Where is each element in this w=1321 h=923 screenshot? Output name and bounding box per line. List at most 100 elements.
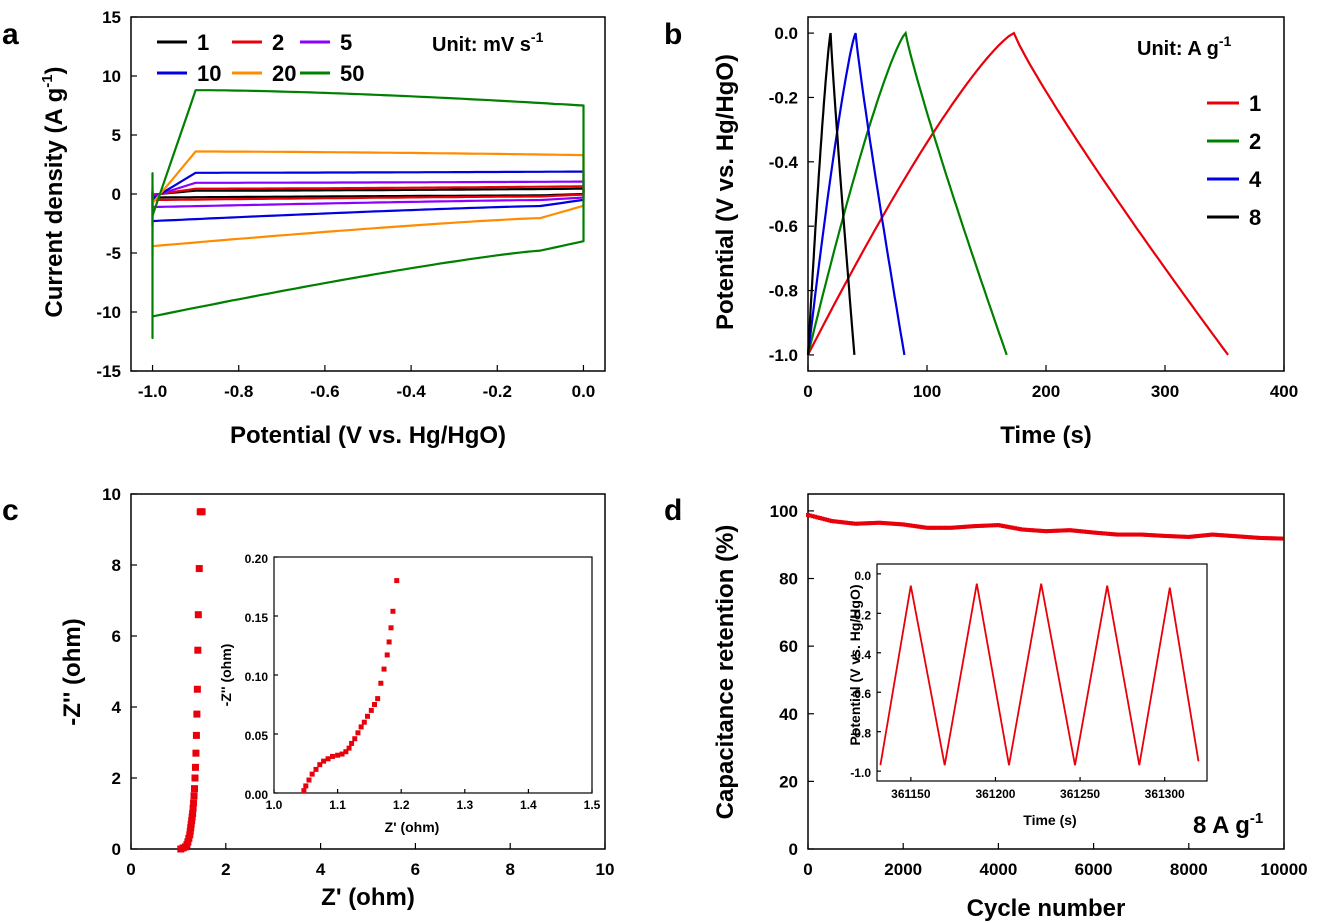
retention-point xyxy=(1165,534,1170,539)
retention-point xyxy=(1212,532,1217,537)
retention-point xyxy=(1046,529,1051,534)
legend-label-2: 2 xyxy=(1249,129,1261,154)
c-inset-xtick-label: 1.3 xyxy=(456,798,473,812)
d-inset-ytick-label: -0.6 xyxy=(850,687,871,701)
inset-nyquist-point xyxy=(390,608,396,614)
retention-point xyxy=(1039,528,1044,533)
retention-point xyxy=(974,524,979,529)
retention-point xyxy=(1279,536,1284,541)
inset-nyquist-point xyxy=(349,740,355,746)
retention-point xyxy=(1189,534,1194,539)
inset-nyquist-point xyxy=(321,758,327,764)
retention-point xyxy=(1260,536,1265,541)
panel-d-inset-ylabel: Potential (V vs. Hg/HgO) xyxy=(847,584,863,745)
retention-point xyxy=(836,519,841,524)
nyquist-point xyxy=(193,685,201,693)
retention-point xyxy=(1113,532,1118,537)
retention-point xyxy=(1082,529,1087,534)
retention-point xyxy=(901,522,906,527)
retention-point xyxy=(813,514,818,519)
inset-nyquist-point xyxy=(364,713,370,719)
c-inset-ytick-label: 0.10 xyxy=(245,670,269,684)
inset-nyquist-point xyxy=(386,639,392,645)
retention-point xyxy=(1013,526,1018,531)
retention-point xyxy=(1048,528,1053,533)
c-inset-xtick-label: 1.5 xyxy=(584,798,601,812)
retention-point xyxy=(958,525,963,530)
d-inset-ytick-label: -0.2 xyxy=(850,608,871,622)
cv-curve-2 xyxy=(151,185,585,203)
retention-point xyxy=(884,521,889,526)
d-inset-xtick-label: 361200 xyxy=(975,787,1015,801)
retention-point xyxy=(979,523,984,528)
retention-point xyxy=(1008,525,1013,530)
c-inset-ytick-label: 0.05 xyxy=(245,729,269,743)
c-xtick-label: 2 xyxy=(221,860,230,879)
a-ytick-label: 0 xyxy=(112,185,121,204)
retention-point xyxy=(1255,535,1260,540)
retention-point xyxy=(932,525,937,530)
a-ytick-label: 15 xyxy=(102,8,121,27)
retention-point xyxy=(984,523,989,528)
retention-point xyxy=(1236,534,1241,539)
retention-point xyxy=(1091,530,1096,535)
d-frame xyxy=(807,493,1285,850)
nyquist-point xyxy=(191,763,199,771)
retention-point xyxy=(1115,532,1120,537)
retention-point xyxy=(936,525,941,530)
retention-point xyxy=(1089,530,1094,535)
d-inset-ytick-label: -0.4 xyxy=(850,648,871,662)
c-xtick-label: 0 xyxy=(126,860,135,879)
b-xtick-label: 0 xyxy=(803,382,812,401)
retention-point xyxy=(1001,523,1006,528)
d-xtick-label: 10000 xyxy=(1260,860,1307,879)
c-inset-xtick-label: 1.4 xyxy=(520,798,537,812)
panel-a-ylabel: Current density (A g-1) xyxy=(39,66,68,317)
c-inset-xtick-label: 1.1 xyxy=(329,798,346,812)
panel-a-xlabel: Potential (V vs. Hg/HgO) xyxy=(230,422,506,449)
retention-point xyxy=(1251,535,1256,540)
retention-point xyxy=(996,523,1001,528)
retention-point xyxy=(920,525,925,530)
panel-a-legend: 1 2 5 10 20 50 xyxy=(157,30,364,86)
inset-nyquist-point xyxy=(375,696,381,702)
retention-point xyxy=(1058,528,1063,533)
panel-d-ylabel: Capacitance retention (%) xyxy=(712,525,739,820)
c-inset-xtick-label: 1.0 xyxy=(266,798,283,812)
retention-point xyxy=(998,523,1003,528)
retention-point xyxy=(927,525,932,530)
retention-point xyxy=(1239,534,1244,539)
d-xtick-label: 6000 xyxy=(1075,860,1113,879)
b-ytick-label: -0.8 xyxy=(769,282,798,301)
retention-point xyxy=(817,516,822,521)
retention-point xyxy=(894,521,899,526)
retention-point xyxy=(1036,528,1041,533)
retention-point xyxy=(886,521,891,526)
inset-nyquist-point xyxy=(346,745,352,751)
nyquist-point xyxy=(193,710,201,718)
d-inset-xtick-label: 361250 xyxy=(1060,787,1100,801)
retention-point xyxy=(1032,528,1037,533)
a-xtick-label: -0.4 xyxy=(396,382,426,401)
panel-b: b 0 100 200 300 400 0.0 -0.2 -0.4 -0.6 -0.8 -1.0 T… xyxy=(664,16,1298,449)
retention-point xyxy=(1222,533,1227,538)
retention-point xyxy=(1234,534,1239,539)
b-ytick-label: -0.2 xyxy=(769,88,798,107)
retention-point xyxy=(1146,532,1151,537)
retention-point xyxy=(1172,534,1177,539)
retention-point xyxy=(1051,528,1056,533)
retention-point xyxy=(879,520,884,525)
retention-point xyxy=(872,520,877,525)
panel-d-inset-xlabel: Time (s) xyxy=(1023,812,1076,828)
b-xtick-label: 200 xyxy=(1032,382,1060,401)
retention-point xyxy=(953,525,958,530)
retention-point xyxy=(820,516,825,521)
retention-point xyxy=(1153,533,1158,538)
nyquist-point xyxy=(189,804,197,812)
panel-c-xlabel: Z' (ohm) xyxy=(321,884,415,911)
legend-label-50: 50 xyxy=(340,61,364,86)
retention-point xyxy=(1272,536,1277,541)
retention-point xyxy=(865,521,870,526)
